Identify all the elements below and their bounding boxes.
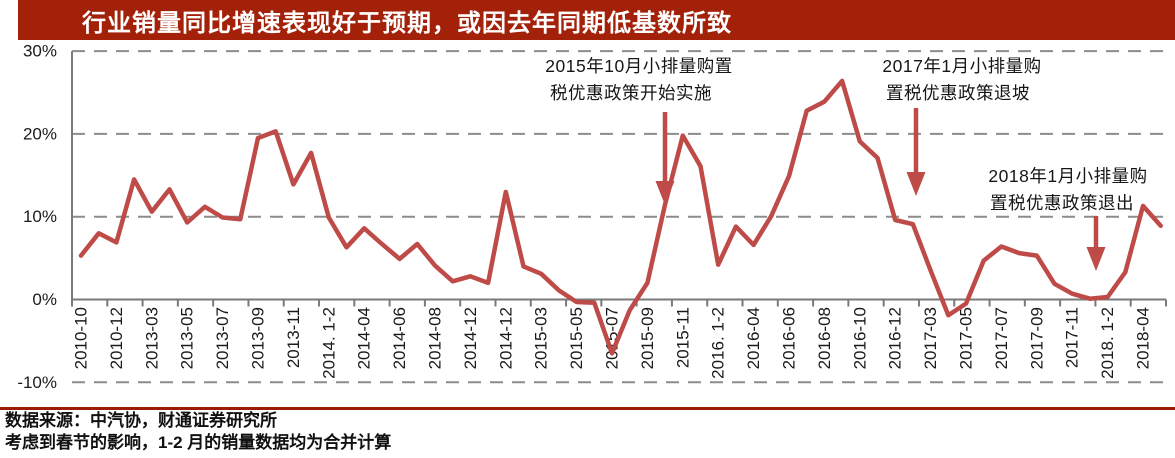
x-axis-tick-label: 2016-04 bbox=[744, 307, 763, 369]
page-title: 行业销量同比增速表现好于预期，或因去年同期低基数所致 bbox=[82, 9, 732, 37]
annotation-text: 置税优惠政策退出 bbox=[990, 193, 1134, 213]
y-axis-tick-label: -10% bbox=[17, 373, 57, 392]
sales-yoy-growth-line bbox=[78, 78, 1163, 356]
x-axis-tick-label: 2017-09 bbox=[1027, 307, 1046, 369]
chart-footer: 数据来源：中汽协，财通证券研究所 考虑到春节的影响，1-2 月的销量数据均为合并… bbox=[0, 407, 1175, 454]
gridlines bbox=[72, 50, 1166, 384]
x-axis-tick-label: 2018. 1-2 bbox=[1098, 307, 1117, 379]
x-axis-tick-label: 2017-03 bbox=[921, 307, 940, 369]
x-axis-tick-label: 2014-04 bbox=[355, 307, 374, 369]
x-axis-tick-label: 2014-12 bbox=[496, 307, 515, 369]
y-axis-tick-label: 20% bbox=[23, 124, 57, 143]
x-axis-tick-label: 2017-07 bbox=[992, 307, 1011, 369]
annotation-text: 2018年1月小排量购 bbox=[988, 166, 1147, 186]
y-axis-tick-label: 10% bbox=[23, 207, 57, 226]
annotation-2017-01: 2017年1月小排量购 置税优惠政策退坡 bbox=[882, 56, 1041, 103]
x-axis-tick-label: 2014-08 bbox=[426, 307, 445, 369]
annotation-arrow-2017-01-icon bbox=[906, 108, 926, 196]
x-axis-tick-label: 2010-12 bbox=[107, 307, 126, 369]
y-axis: 30% 20% 10% 0% -10% bbox=[17, 42, 57, 392]
x-axis-tick-label: 2016-06 bbox=[780, 307, 799, 369]
chart-title-bar: 行业销量同比增速表现好于预期，或因去年同期低基数所致 bbox=[18, 0, 1175, 40]
x-axis-tick-label: 2010-10 bbox=[72, 307, 91, 369]
annotation-text: 2017年1月小排量购 bbox=[882, 56, 1041, 76]
x-axis-tick-label: 2015-07 bbox=[603, 307, 622, 369]
y-axis-tick-label: 30% bbox=[23, 42, 57, 61]
axes bbox=[71, 51, 1167, 307]
x-axis-tick-label: 2013-09 bbox=[249, 307, 268, 369]
x-axis-tick-label: 2013-07 bbox=[213, 307, 232, 369]
x-axis-tick-label: 2013-05 bbox=[178, 307, 197, 369]
annotation-text: 税优惠政策开始实施 bbox=[550, 83, 712, 103]
annotation-arrow-2015-10-icon bbox=[655, 112, 675, 205]
x-axis-tick-label: 2016-10 bbox=[850, 307, 869, 369]
x-axis-tick-label: 2017-11 bbox=[1063, 307, 1082, 368]
x-axis-tick-label: 2015-03 bbox=[532, 307, 551, 369]
x-axis-tick-label: 2015-05 bbox=[567, 307, 586, 369]
x-axis-tick-label: 2014-12 bbox=[461, 307, 480, 369]
annotation-2018-01: 2018年1月小排量购 置税优惠政策退出 bbox=[988, 166, 1147, 213]
x-axis-tick-label: 2014-06 bbox=[390, 307, 409, 369]
x-axis-tick-label: 2015-09 bbox=[638, 307, 657, 369]
x-axis-tick-label: 2013-11 bbox=[284, 307, 303, 368]
data-source-text: 数据来源：中汽协，财通证券研究所 bbox=[5, 411, 277, 430]
annotation-arrow-2018-01-icon bbox=[1086, 216, 1106, 271]
x-axis-tick-label: 2014. 1-2 bbox=[319, 307, 338, 379]
x-axis-tick-label: 2017-05 bbox=[957, 307, 976, 369]
footer-note-text: 考虑到春节的影响，1-2 月的销量数据均为合并计算 bbox=[5, 433, 392, 452]
annotation-text: 置税优惠政策退坡 bbox=[886, 83, 1030, 103]
annotation-2015-10: 2015年10月小排量购置 税优惠政策开始实施 bbox=[545, 56, 732, 103]
x-axis-tick-label: 2016-08 bbox=[815, 307, 834, 369]
x-axis-tick-label: 2016-12 bbox=[886, 307, 905, 369]
x-axis-labels: 2010-10 2010-12 2013-03 2013-05 2013-07 2013-… bbox=[72, 307, 1153, 379]
x-axis-tick-label: 2015-11 bbox=[673, 307, 692, 368]
x-axis-tick-label: 2018-04 bbox=[1134, 307, 1153, 369]
annotation-text: 2015年10月小排量购置 bbox=[545, 56, 732, 76]
footer-divider bbox=[0, 407, 1175, 410]
x-axis-tick-label: 2013-03 bbox=[142, 307, 161, 369]
y-axis-tick-label: 0% bbox=[32, 290, 57, 309]
x-axis-tick-label: 2016. 1-2 bbox=[709, 307, 728, 379]
